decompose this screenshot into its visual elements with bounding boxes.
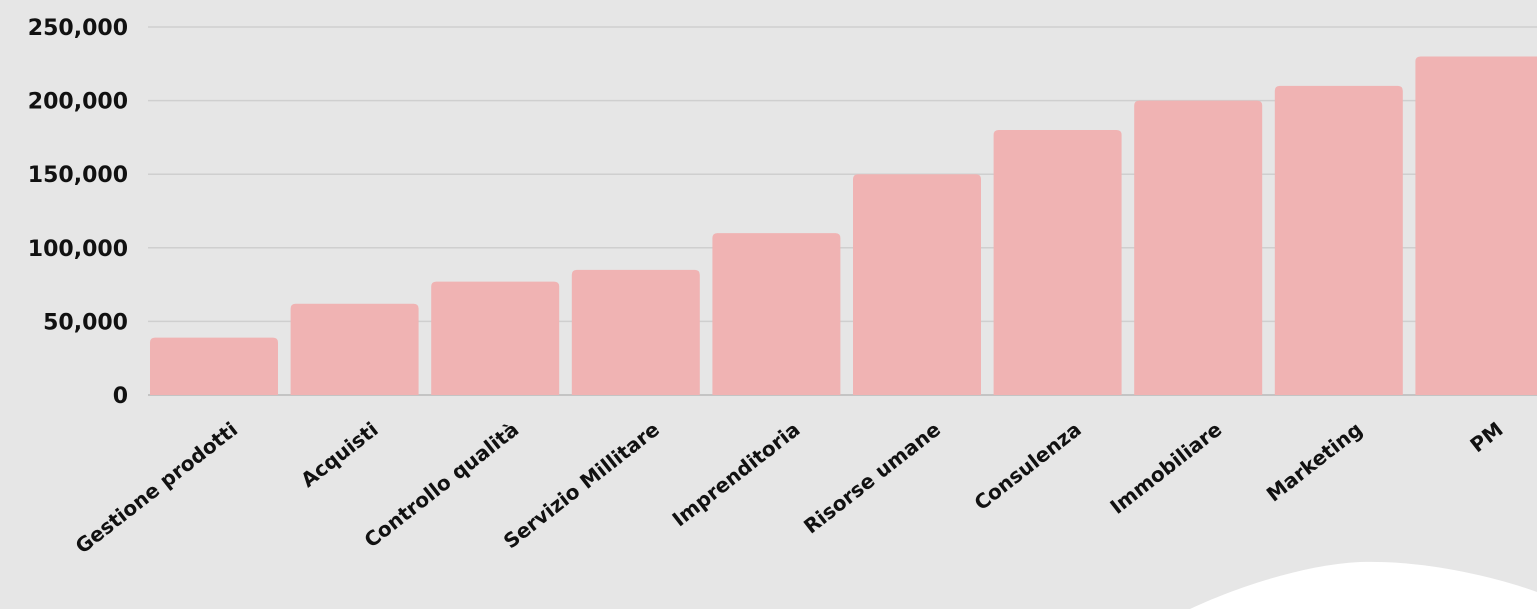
y-tick-label: 250,000 (28, 16, 128, 41)
x-tick-label: Controllo qualità (360, 417, 524, 552)
bar (712, 233, 841, 395)
bar (1274, 85, 1403, 395)
x-tick-label: Immobiliare (1105, 417, 1226, 519)
x-tick-label: Consulenza (970, 417, 1086, 515)
bars (150, 56, 1537, 396)
x-tick-label: Imprenditoria (668, 417, 805, 531)
y-tick-label: 150,000 (28, 163, 128, 188)
bar (1134, 100, 1263, 395)
x-tick-label: Acquisti (296, 417, 383, 492)
x-tick-label: Marketing (1262, 417, 1367, 506)
decorative-shape (1190, 561, 1537, 609)
bar (1415, 56, 1537, 395)
y-tick-label: 200,000 (28, 90, 128, 115)
bar (993, 130, 1122, 396)
x-tick-label: Servizio Millitare (499, 417, 664, 553)
decorative-layer (1190, 561, 1537, 609)
y-axis-ticks: 0 50,000 100,000 150,000 200,000 250,000 (28, 16, 128, 409)
y-tick-label: 50,000 (43, 310, 128, 335)
bar (431, 281, 560, 395)
x-tick-label: PM (1465, 417, 1507, 457)
bar (571, 269, 700, 395)
y-tick-label: 0 (113, 384, 128, 409)
bar (853, 174, 981, 395)
bar (150, 337, 278, 395)
y-tick-label: 100,000 (28, 237, 128, 262)
x-tick-label: Risorse umane (799, 417, 945, 538)
bar (290, 303, 419, 395)
x-tick-label: Gestione prodotti (71, 417, 242, 558)
